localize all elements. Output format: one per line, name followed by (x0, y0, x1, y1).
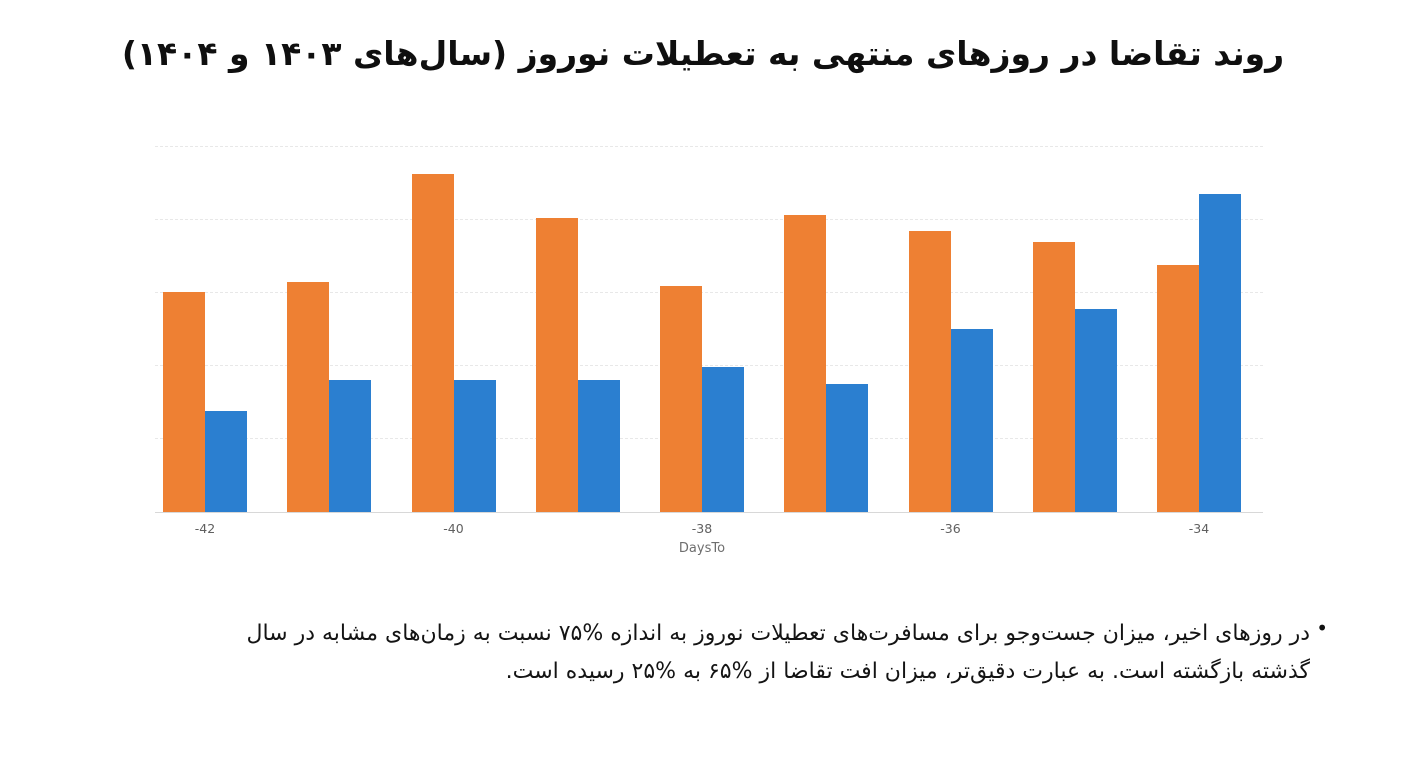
bar-groups: -42 -40 -38 -36 -34 (163, 108, 1241, 536)
bar-blue-series--37 (826, 384, 869, 512)
bullet-marker: • (1316, 616, 1328, 640)
bar-blue-series--40 (453, 380, 496, 512)
bar-orange-series--39 (535, 218, 578, 512)
bar-orange-series--42 (163, 292, 205, 512)
gridline (155, 365, 1263, 366)
bar-blue-series--41 (329, 380, 372, 512)
bar-blue-series--36 (950, 329, 993, 512)
note-line-1: در روزهای اخیر، میزان جست‌وجو برای مسافر… (246, 621, 1310, 646)
bar-blue-series--38 (702, 367, 744, 512)
bar-group--42: -42 (163, 108, 247, 536)
x-axis-line (155, 512, 1263, 513)
bar-group--41 (287, 108, 372, 512)
x-tick-label: -40 (443, 521, 464, 536)
x-tick-label: -34 (1188, 521, 1210, 536)
bar-orange-series--36 (908, 231, 951, 512)
x-tick-label: -38 (691, 521, 713, 536)
bar-orange-series--34 (1157, 265, 1199, 512)
gridline (155, 146, 1263, 147)
bar-group--37 (784, 108, 869, 512)
bar-group--34: -34 (1157, 108, 1241, 536)
x-tick-label: -42 (194, 521, 216, 536)
bar-group--35 (1032, 108, 1117, 512)
bar-group--36: -36 (908, 108, 993, 536)
bar-orange-series--38 (660, 286, 702, 512)
bar-orange-series--35 (1032, 242, 1075, 512)
bar-group--40: -40 (411, 108, 496, 536)
bar-blue-series--39 (577, 380, 620, 512)
bar-blue-series--42 (205, 411, 247, 512)
bar-blue-series--35 (1074, 309, 1117, 512)
x-axis-title: DaysTo (678, 541, 726, 556)
bar-chart: -42 -40 -38 -36 -34 DaysTo (155, 108, 1263, 556)
note-line-2: گذشته بازگشته است. به عبارت دقیق‌تر، میز… (505, 659, 1310, 684)
gridline (155, 219, 1263, 220)
bar-group--38: -38 (660, 108, 744, 536)
x-tick-label: -36 (940, 521, 961, 536)
note-paragraph: در روزهای اخیر، میزان جست‌وجو برای مسافر… (100, 615, 1310, 691)
bar-orange-series--37 (784, 215, 827, 512)
bar-orange-series--41 (287, 282, 330, 512)
gridline (155, 292, 1263, 293)
bar-blue-series--34 (1199, 194, 1241, 512)
page-title: روند تقاضا در روزهای منتهی به تعطیلات نو… (121, 34, 1285, 73)
bar-orange-series--40 (411, 174, 454, 512)
bar-group--39 (535, 108, 620, 512)
